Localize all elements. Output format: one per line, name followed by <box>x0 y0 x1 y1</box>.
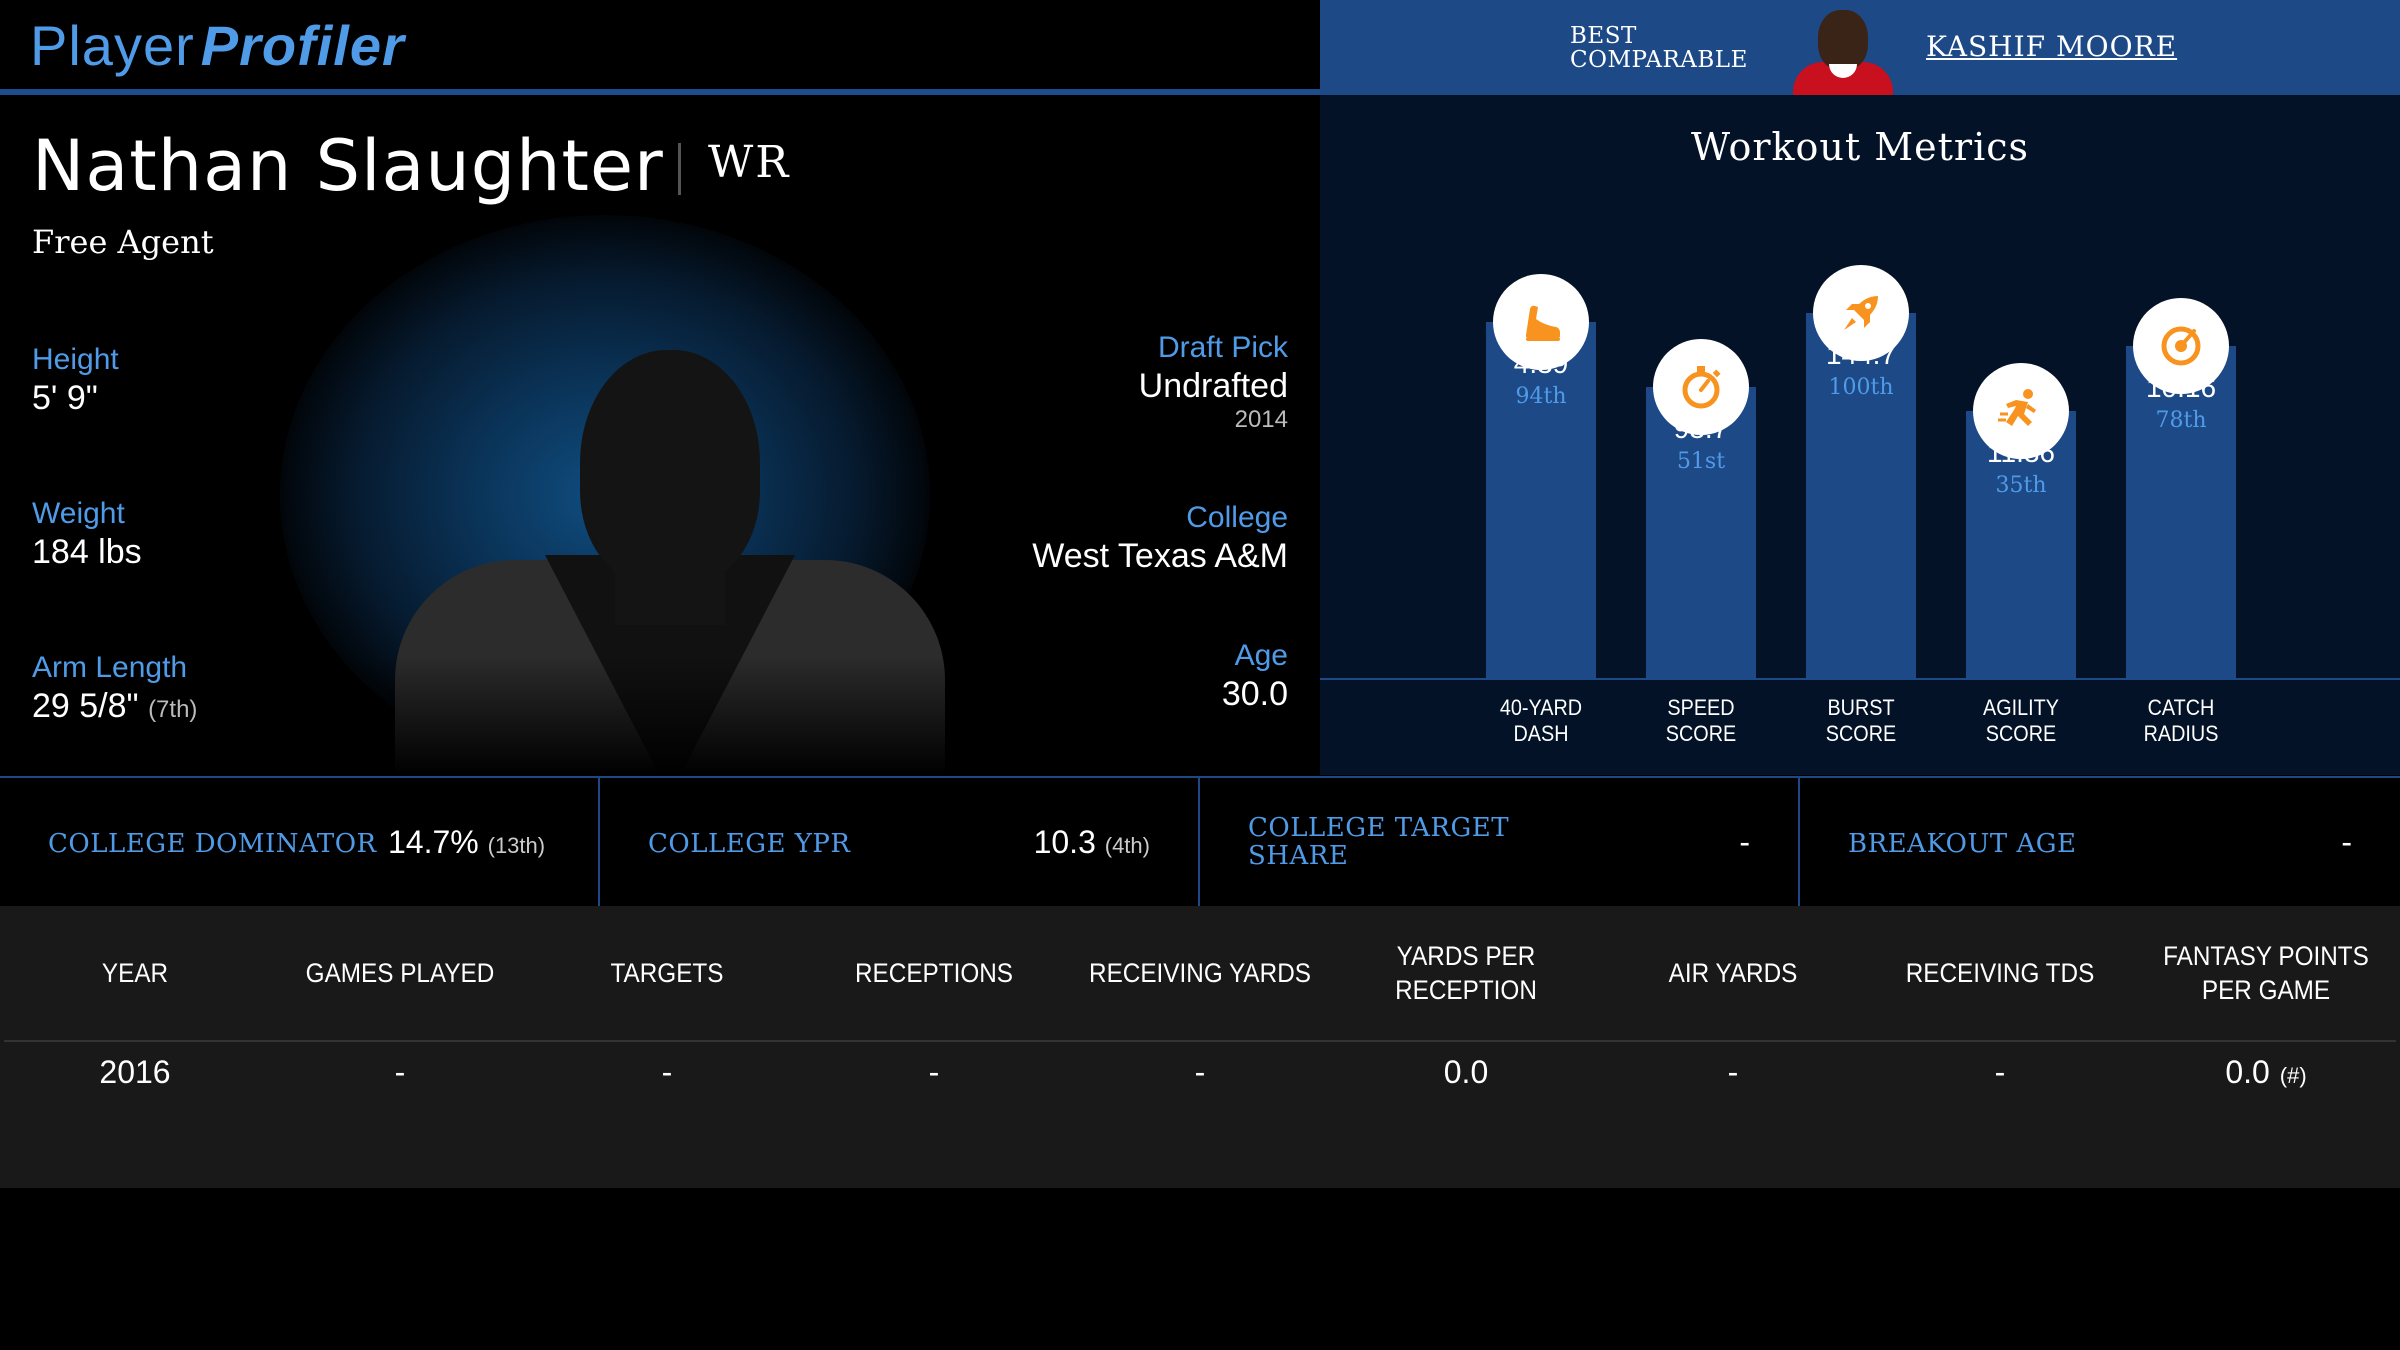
workout-bar-percentile: 100th <box>1828 375 1894 400</box>
height-value: 5' 9" <box>32 379 98 417</box>
table-cell: - <box>394 1054 406 1090</box>
player-panel: Nathan Slaughter WR Free Agent Height 5'… <box>0 95 1320 775</box>
workout-bar-percentile: 78th <box>2155 408 2207 433</box>
stopwatch-icon <box>1653 338 1749 435</box>
best-comparable-label: BEST COMPARABLE <box>1570 23 1748 73</box>
runner-icon <box>1973 362 2069 459</box>
college-target-share-box: COLLEGE TARGET SHARE - <box>1200 778 1800 908</box>
workout-metrics-title: Workout Metrics <box>1690 125 2030 169</box>
logo-part-profiler: Profiler <box>200 14 405 77</box>
player-name: Nathan Slaughter <box>32 125 664 207</box>
workout-bar-label: SPEED SCORE <box>1665 695 1737 746</box>
table-header-cell[interactable]: RECEIVING YARDS <box>1089 958 1311 988</box>
college-dominator-rank: (13th) <box>487 833 546 858</box>
table-cell: - <box>1994 1054 2006 1090</box>
college-value: West Texas A&M <box>1032 537 1288 575</box>
age-stat: Age 30.0 <box>1221 639 1288 713</box>
draft-pick-stat: Draft Pick Undrafted 2014 <box>1138 331 1288 433</box>
best-comparable-link[interactable]: KASHIF MOORE <box>1926 30 2178 63</box>
header-divider <box>0 89 1320 95</box>
chart-baseline <box>1320 678 2400 680</box>
breakout-age-value: - <box>2341 824 2352 860</box>
age-value: 30.0 <box>1221 675 1288 713</box>
college-stats-strip: COLLEGE DOMINATOR 14.7% (13th) COLLEGE Y… <box>0 776 2400 908</box>
table-header-cell[interactable]: GAMES PLAYED <box>305 958 495 988</box>
logo-part-player: Player <box>30 14 195 77</box>
college-stat: College West Texas A&M <box>1032 501 1288 575</box>
table-header-cell[interactable]: YARDS PER RECEPTION <box>1395 941 1537 1005</box>
workout-bar-label: AGILITY SCORE <box>1983 695 2059 746</box>
workout-bar-percentile: 51st <box>1676 448 1726 474</box>
player-position: WR <box>708 137 791 188</box>
workout-bar: 144.7100th <box>1806 313 1916 678</box>
table-header-cell[interactable]: AIR YARDS <box>1668 958 1798 988</box>
college-ypr-rank: (4th) <box>1104 833 1150 858</box>
table-cell: - <box>1727 1054 1739 1090</box>
workout-metrics-panel: Workout Metrics 4.3994th40-YARDDASH93.75… <box>1320 95 2400 775</box>
shoe-icon <box>1493 274 1589 370</box>
workout-bar-percentile: 35th <box>1995 472 2047 498</box>
college-target-share-value: - <box>1739 824 1750 860</box>
table-cell: 2016 <box>99 1054 171 1090</box>
best-comparable-bar: BEST COMPARABLE KASHIF MOORE <box>1320 0 2400 95</box>
table-cell: 0.0 <box>1443 1054 1489 1090</box>
season-stats-table: YEAR GAMES PLAYED TARGETS RECEPTIONS RECEIVI… <box>0 906 2400 1188</box>
height-stat: Height 5' 9" <box>32 343 119 417</box>
logo[interactable]: Player Profiler <box>30 14 405 78</box>
weight-stat: Weight 184 lbs <box>32 497 142 571</box>
college-ypr-value: 10.3 <box>1033 824 1096 860</box>
player-team: Free Agent <box>32 223 214 261</box>
draft-pick-value: Undrafted <box>1138 367 1288 405</box>
table-header-cell[interactable]: YEAR <box>101 958 169 988</box>
college-dominator-box: COLLEGE DOMINATOR 14.7% (13th) <box>0 778 600 908</box>
college-dominator-value: 14.7% <box>388 824 479 860</box>
table-header-cell[interactable]: RECEPTIONS <box>855 958 1013 988</box>
table-header-cell[interactable]: TARGETS <box>610 958 724 988</box>
target-icon <box>2133 298 2229 394</box>
table-cell: - <box>1194 1054 1206 1090</box>
workout-bar-percentile: 94th <box>1515 384 1567 409</box>
college-ypr-box: COLLEGE YPR 10.3 (4th) <box>600 778 1200 908</box>
workout-bar-label: BURST SCORE <box>1825 695 1897 746</box>
rocket-icon <box>1813 265 1909 361</box>
arm-length-rank: (7th) <box>148 696 198 723</box>
breakout-age-box: BREAKOUT AGE - <box>1848 824 2352 860</box>
fantasy-rank: (#) <box>2279 1063 2307 1088</box>
draft-year: 2014 <box>1234 406 1288 433</box>
table-cell: - <box>928 1054 940 1090</box>
weight-value: 184 lbs <box>32 533 142 571</box>
workout-bar: 10.1678th <box>2126 346 2236 678</box>
comparable-player-photo <box>1785 6 1901 95</box>
table-header-cell[interactable]: FANTASY POINTS PER GAME <box>2163 941 2369 1005</box>
table-header-cell[interactable]: RECEIVING TDS <box>1905 958 2095 988</box>
name-position-divider <box>678 143 681 195</box>
table-header-separator <box>4 1040 2396 1042</box>
table-cell: - <box>661 1054 673 1090</box>
workout-bar-label: 40-YARD DASH <box>1499 695 1583 746</box>
table-cell: 0.0 (#) <box>2225 1054 2307 1090</box>
arm-length-stat: Arm Length 29 5/8" (7th) <box>32 651 198 725</box>
arm-length-value: 29 5/8" <box>32 687 139 725</box>
workout-bar: 4.3994th <box>1486 322 1596 678</box>
workout-bar-label: CATCH RADIUS <box>2143 695 2219 746</box>
